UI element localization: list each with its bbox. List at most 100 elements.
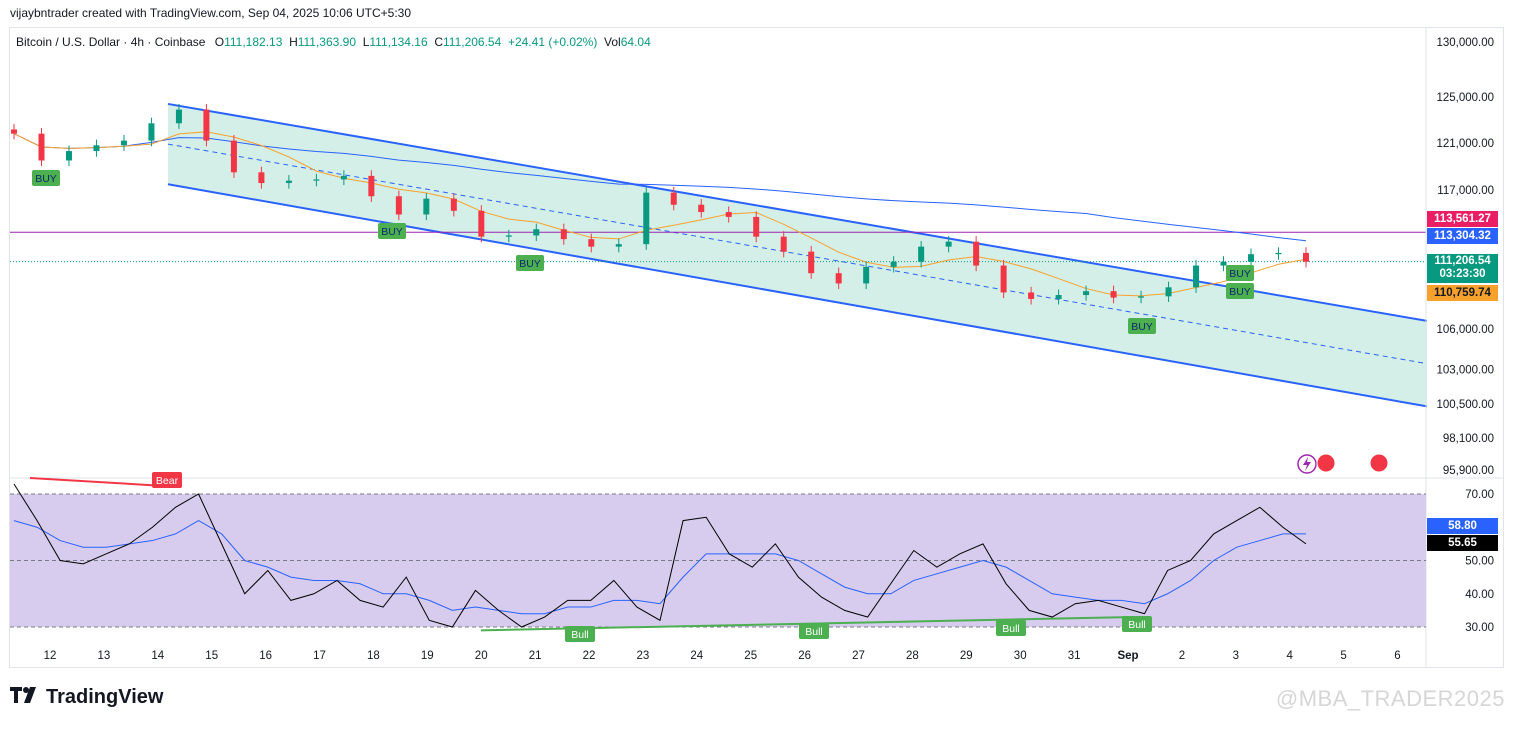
candle-body [1193,265,1200,288]
change-value: +24.41 (+0.02%) [507,35,598,49]
time-axis-tick: 31 [1068,650,1081,662]
buy-signal-label: BUY [1229,286,1251,298]
buy-signal-6: BUY [1226,265,1254,281]
candle-body [93,145,100,152]
low-label: L [362,35,370,49]
open-label: O [214,35,225,49]
divergence-badge [996,620,1026,636]
candle-body [395,196,402,215]
rsi-line [13,483,1307,628]
buy-signal-5: BUY [1226,283,1254,299]
time-axis-tick: 12 [44,650,57,662]
time-axis-tick: 26 [798,650,811,662]
candle-body [175,109,182,124]
divergence-badge [152,472,182,488]
candle-body [780,236,787,252]
channel-mid-line [167,143,1428,365]
time-axis-tick: 14 [151,650,164,662]
candle-body [65,151,72,161]
candle-body [1028,292,1035,299]
close-value: 111,206.54 [443,35,502,49]
price-axis-tick: 125,000.00 [1436,92,1494,104]
divergence-label-2: Bull [799,623,829,639]
ma-short-line [13,131,1307,297]
candle-body [863,266,870,284]
candle-body [670,192,677,205]
divergence-label-3: Bull [996,620,1026,636]
time-axis-tick: 5 [1340,650,1346,662]
tv-logo-icon [10,686,40,709]
price-tag-resistance: 113,561.27 [1427,211,1498,227]
chart-frame [9,27,1504,668]
candle-body [698,204,705,213]
time-axis-tick: 3 [1233,650,1239,662]
buy-signal-badge [1226,283,1254,299]
tradingview-logo[interactable]: TradingView [10,686,163,709]
candle-body [478,210,485,237]
buy-signal-badge [516,255,544,271]
buy-signal-badge [32,170,60,186]
divergence-text: Bull [1128,619,1146,631]
buy-signal-badge [378,223,406,239]
event-icons [1297,453,1389,474]
time-axis-tick: 2 [1179,650,1185,662]
candle-body [1083,291,1090,296]
buy-signal-2: BUY [378,223,406,239]
buy-signal-badge [1226,265,1254,281]
candle-body [11,129,17,134]
candle-body [588,239,595,247]
candle-body [313,179,320,181]
time-axis-tick: 24 [690,650,703,662]
us-flag-icon [1316,453,1336,473]
divergence-badge [565,626,595,642]
time-axis-tick: 16 [259,650,272,662]
candle-body [808,251,815,274]
candle-body [1303,252,1309,262]
time-axis-tick: 15 [205,650,218,662]
candle-body [560,229,567,240]
candle-body [368,175,375,197]
candle-body [1275,252,1282,255]
candle-body [1138,296,1145,298]
candle-body [38,133,45,161]
candles-group [11,103,1309,305]
candle-body [1055,295,1062,299]
price-axis-tick: 100,500.00 [1436,399,1494,411]
candle-body [1220,261,1227,266]
buy-signal-label: BUY [35,173,57,185]
candle-body [1110,291,1117,298]
last-price: 111,206.54 [1434,255,1491,267]
time-axis-tick: 13 [98,650,111,662]
rsi-tag: 55.65 [1427,535,1498,551]
time-axis-tick: 19 [421,650,434,662]
rsi-axis-tick: 40.00 [1465,589,1494,601]
channel-upper-line [167,102,1428,322]
candle-body [120,140,127,146]
divergence-badge [799,623,829,639]
candle-body [918,246,925,262]
price-tag-last: 111,206.54 03:23:30 [1427,254,1498,283]
candle-body [148,123,155,141]
divergence-text: Bull [805,626,823,638]
divergence-label-1: Bull [565,626,595,642]
candle-body [615,244,622,247]
tv-logo-text: TradingView [46,686,164,708]
candle-body [285,180,292,184]
divergence-text: Bear [156,475,179,487]
volume-value: 64.04 [620,35,651,49]
divergence-label-4: Bull [1122,616,1152,632]
ohlc-legend: Bitcoin / U.S. Dollar · 4h · Coinbase O 1… [16,35,651,49]
divergence-text: Bull [571,629,589,641]
low-value: 111,134.16 [369,35,428,49]
watermark: @MBA_TRADER2025 [1275,686,1505,711]
time-axis-tick: 18 [367,650,380,662]
candle-body [505,235,512,237]
us-flag-icon-2 [1369,453,1389,473]
time-axis-tick: 25 [744,650,757,662]
time-axis-tick: 30 [1014,650,1027,662]
symbol-title[interactable]: Bitcoin / U.S. Dollar · 4h · Coinbase [16,35,206,49]
time-axis-tick: 29 [960,650,973,662]
candle-body [643,192,650,245]
candle-body [423,198,430,215]
